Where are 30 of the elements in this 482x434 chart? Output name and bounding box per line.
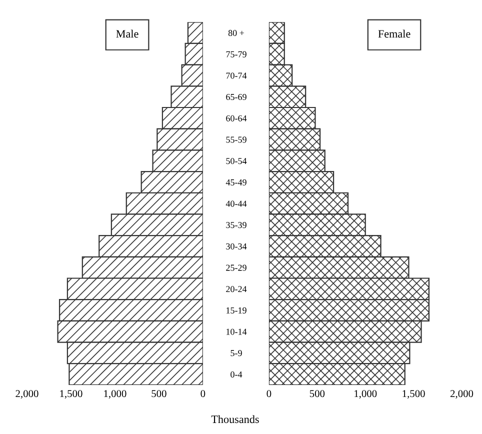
x-tick-label: 0	[266, 390, 272, 398]
y-tick-label: 70-74	[226, 72, 247, 79]
y-tick-label: 60-64	[226, 115, 247, 122]
text: Female	[378, 30, 410, 38]
x-tick-label: 0	[200, 390, 206, 398]
y-tick-label: 15-19	[226, 307, 246, 314]
x-tick-label: 2,000	[16, 390, 38, 399]
y-tick-label: 35-39	[226, 222, 246, 228]
text: Male	[116, 30, 138, 38]
x-tick-label: 500	[310, 390, 325, 398]
y-tick-label: 50-54	[226, 158, 247, 164]
y-tick-label: 65-69	[226, 94, 246, 100]
x-tick-label: 1,000	[104, 390, 126, 399]
x-tick-label: 1,000	[354, 390, 377, 399]
y-tick-label: 25-29	[226, 264, 246, 271]
y-tick-label: 10-14	[226, 328, 247, 335]
y-tick-label: 0-4	[230, 371, 242, 378]
y-tick-label: 30-34	[226, 243, 247, 250]
x-tick-label: 1,500	[402, 390, 425, 399]
x-tick-label: 2,000	[450, 390, 474, 399]
x-tick-label: 500	[152, 390, 166, 398]
x-tick-label: 1,500	[60, 390, 82, 399]
y-tick-label: 80 +	[228, 30, 244, 36]
x-axis-title: Thousands	[211, 415, 259, 424]
y-tick-label: 20-24	[226, 286, 247, 292]
y-tick-label: 55-59	[226, 136, 246, 143]
y-tick-label: 40-44	[226, 200, 247, 207]
y-tick-label: 75-79	[226, 51, 246, 58]
y-tick-label: 45-49	[226, 179, 246, 186]
y-tick-label: 5-9	[230, 350, 242, 356]
